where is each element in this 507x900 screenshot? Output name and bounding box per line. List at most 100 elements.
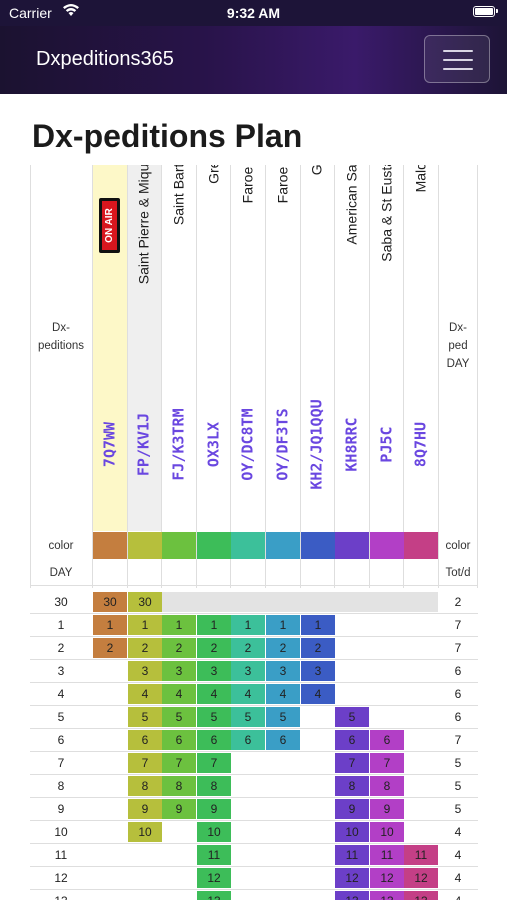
day-cell: 10 <box>54 825 68 839</box>
column-highlight <box>126 165 162 531</box>
total-cell: 4 <box>454 848 462 862</box>
column-divider <box>403 165 404 588</box>
day-cell: 4 <box>57 687 65 701</box>
callsign-text[interactable]: KH2/JQ1QQU <box>307 399 326 490</box>
day-cell: 8 <box>57 779 65 793</box>
callsign-text[interactable]: FJ/K3TRM <box>169 408 188 481</box>
schedule-cell: 11 <box>404 845 438 865</box>
total-cell: 7 <box>454 618 462 632</box>
country-label: Faroe Islands <box>238 165 257 319</box>
row-divider <box>30 636 478 637</box>
country-label-text: Saba & St Eustatius Is. <box>378 165 395 262</box>
callsign-link[interactable]: PJ5C <box>377 375 396 515</box>
country-label: Guam Is. <box>307 165 326 319</box>
color-swatch <box>266 532 300 559</box>
day-cell: 5 <box>57 710 65 724</box>
wifi-icon <box>63 4 79 16</box>
schedule-cell: 4 <box>162 684 196 704</box>
tot-label-text: Tot/d <box>445 567 471 579</box>
day-cell: 9 <box>57 802 65 816</box>
column-divider <box>92 165 93 588</box>
column-divider <box>230 165 231 588</box>
brand-link[interactable]: Dxpeditions365 <box>36 48 174 70</box>
country-label: Greenland <box>204 165 223 319</box>
country-label-text: Guam Is. <box>308 165 327 319</box>
schedule-cell: 13 <box>197 891 231 900</box>
column-divider <box>265 165 266 588</box>
schedule-cell: 9 <box>370 799 404 819</box>
carrier-label: Carrier <box>9 5 52 21</box>
schedule-cell: 2 <box>128 638 162 658</box>
schedule-cell: 10 <box>197 822 231 842</box>
schedule-cell: 6 <box>162 730 196 750</box>
schedule-cell: 4 <box>128 684 162 704</box>
right-header-text: Dx- ped DAY <box>446 322 470 370</box>
schedule-cell: 1 <box>197 615 231 635</box>
separator-band <box>161 592 438 612</box>
callsign-text[interactable]: OY/DF3TS <box>273 408 292 481</box>
menu-toggle-button[interactable] <box>424 35 490 83</box>
callsign-link[interactable]: KH2/JQ1QQU <box>307 375 326 515</box>
row-divider <box>30 797 478 798</box>
page-title: Dx-peditions Plan <box>32 118 303 154</box>
callsign-text[interactable]: PJ5C <box>377 426 396 463</box>
column-divider <box>127 165 128 588</box>
column-divider <box>30 165 31 588</box>
schedule-cell: 1 <box>128 615 162 635</box>
tot-label: Tot/d <box>438 564 478 582</box>
schedule-cell: 5 <box>335 707 369 727</box>
callsign-text[interactable]: KH8RRC <box>342 417 361 472</box>
callsign-link[interactable]: OY/DC8TM <box>238 375 257 515</box>
schedule-cell: 7 <box>370 753 404 773</box>
callsign-link[interactable]: KH8RRC <box>342 375 361 515</box>
schedule-cell: 12 <box>335 868 369 888</box>
column-divider <box>196 165 197 588</box>
schedule-cell: 12 <box>404 868 438 888</box>
callsign-text[interactable]: 8Q7HU <box>411 421 430 468</box>
country-label: American Samoa Is. <box>342 165 361 319</box>
callsign-text[interactable]: 7Q7WW <box>100 421 119 468</box>
color-label-right: color <box>438 537 478 555</box>
schedule-cell: 7 <box>162 753 196 773</box>
callsign-link[interactable]: FP/KV1J <box>134 375 153 515</box>
day-cell: 12 <box>54 871 68 885</box>
row-divider <box>30 889 478 890</box>
callsign-link[interactable]: OX3LX <box>204 375 223 515</box>
hamburger-icon <box>443 59 473 61</box>
row-divider <box>30 613 478 614</box>
color-swatch <box>335 532 369 559</box>
schedule-cell: 5 <box>197 707 231 727</box>
country-label-text: Faroe Islands <box>273 165 292 319</box>
total-cell: 5 <box>454 802 462 816</box>
day-cell: 7 <box>57 756 65 770</box>
schedule-cell: 5 <box>231 707 265 727</box>
header-divider <box>30 585 478 586</box>
schedule-cell: 13 <box>335 891 369 900</box>
row-divider <box>30 728 478 729</box>
callsign-link[interactable]: 7Q7WW <box>100 375 119 515</box>
callsign-link[interactable]: 8Q7HU <box>411 375 430 515</box>
callsign-text[interactable]: FP/KV1J <box>134 412 153 477</box>
column-divider <box>334 165 335 588</box>
row-divider <box>30 866 478 867</box>
schedule-cell: 10 <box>370 822 404 842</box>
country-label: Saint Barthelemy <box>169 165 188 319</box>
schedule-cell: 4 <box>301 684 335 704</box>
callsign-link[interactable]: OY/DF3TS <box>273 375 292 515</box>
schedule-cell: 3 <box>266 661 300 681</box>
schedule-cell: 6 <box>335 730 369 750</box>
schedule-cell: 7 <box>128 753 162 773</box>
country-label: Saint Pierre & Miquelon Is. <box>134 165 153 319</box>
expeditions-table: Dx- peditions Dx- ped DAY color color DA… <box>30 165 478 900</box>
callsign-text[interactable]: OX3LX <box>204 421 223 468</box>
hamburger-icon <box>443 68 473 70</box>
schedule-cell: 6 <box>266 730 300 750</box>
color-swatch <box>231 532 265 559</box>
callsign-link[interactable]: FJ/K3TRM <box>169 375 188 515</box>
schedule-cell: 11 <box>197 845 231 865</box>
day-label-text: DAY <box>49 567 73 579</box>
day-cell: 3 <box>57 664 65 678</box>
callsign-text[interactable]: OY/DC8TM <box>238 408 257 481</box>
color-swatch <box>197 532 231 559</box>
total-cell: 4 <box>438 891 478 900</box>
